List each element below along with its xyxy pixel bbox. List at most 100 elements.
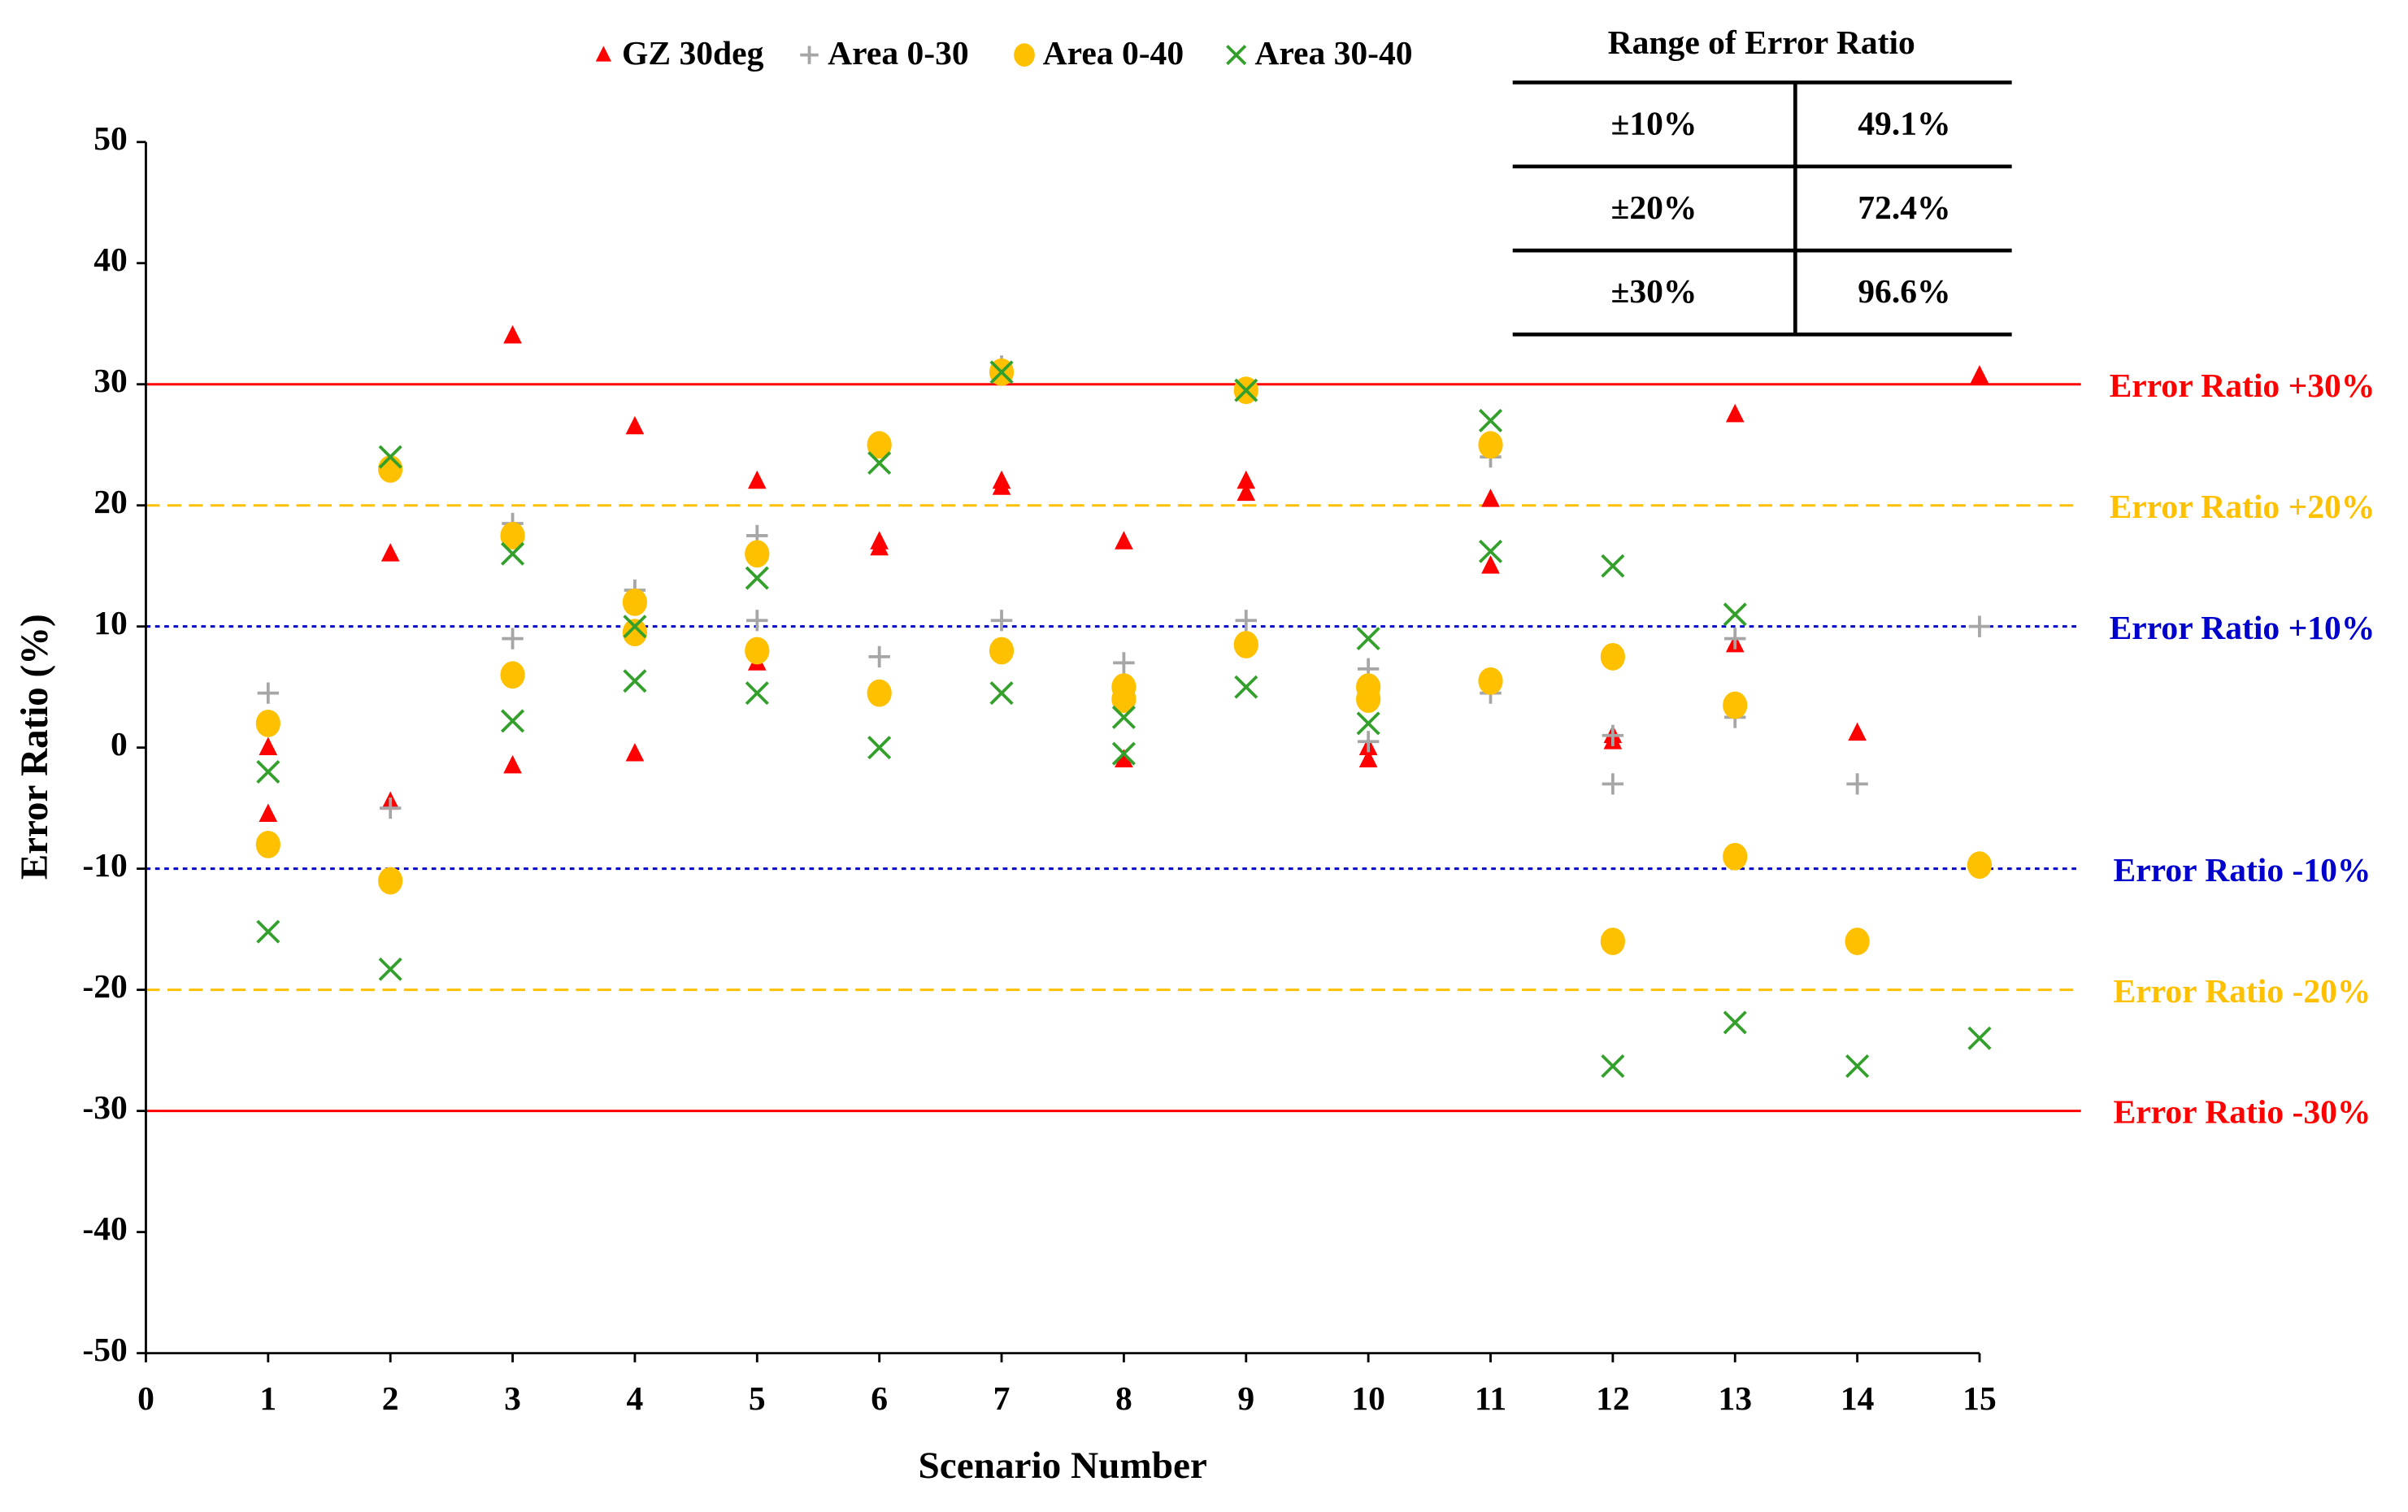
data-point <box>1967 1026 1992 1050</box>
data-point <box>867 431 892 459</box>
data-point <box>1111 741 1136 766</box>
data-point <box>1846 773 1868 795</box>
reference-label: Error Ratio +30% <box>2110 367 2375 404</box>
data-point <box>1481 555 1500 574</box>
data-point <box>1481 489 1500 507</box>
data-point <box>1237 470 1256 489</box>
data-point <box>1111 685 1137 713</box>
data-point <box>380 543 400 562</box>
data-point <box>256 919 280 944</box>
data-point <box>1723 1010 1747 1035</box>
table-cell: 96.6% <box>1858 272 1950 310</box>
data-point <box>625 742 645 762</box>
data-point <box>1848 722 1867 741</box>
data-point <box>746 610 768 632</box>
data-point <box>1967 851 1993 880</box>
x-tick-label: 15 <box>1962 1379 1997 1417</box>
legend-marker <box>1014 43 1035 67</box>
data-point <box>1478 408 1503 432</box>
y-tick-label: 30 <box>93 362 128 399</box>
y-tick-label: 20 <box>93 483 128 520</box>
data-point <box>625 415 645 435</box>
data-point <box>1237 482 1256 502</box>
legend-label: Area 30-40 <box>1254 34 1412 72</box>
data-point <box>745 681 769 706</box>
data-point <box>1234 378 1258 402</box>
y-tick-label: -10 <box>82 846 127 884</box>
y-axis-title: Error Ratio (%) <box>14 614 56 880</box>
x-tick-label: 4 <box>627 1379 644 1417</box>
y-tick-label: 0 <box>111 725 128 763</box>
data-point <box>255 709 280 737</box>
data-point <box>378 867 403 895</box>
y-tick-label: 50 <box>93 119 128 157</box>
data-point <box>500 541 525 566</box>
x-tick-label: 7 <box>993 1379 1011 1417</box>
data-point <box>257 682 280 704</box>
data-point <box>1970 365 1989 384</box>
x-tick-label: 10 <box>1351 1379 1385 1417</box>
data-point <box>503 754 522 774</box>
data-point <box>379 797 402 819</box>
data-point <box>1478 431 1503 459</box>
data-point <box>378 455 403 483</box>
x-tick-label: 14 <box>1841 1379 1875 1417</box>
data-point <box>1356 627 1380 651</box>
data-point <box>1600 928 1625 955</box>
data-point <box>867 451 892 476</box>
data-point <box>1723 691 1748 719</box>
data-point <box>1845 928 1870 955</box>
data-point <box>992 476 1011 495</box>
data-point <box>1602 724 1624 746</box>
legend-marker <box>800 46 819 64</box>
data-point <box>747 470 767 489</box>
reference-label: Error Ratio +10% <box>2110 609 2375 646</box>
table-cell: ±30% <box>1611 272 1697 310</box>
data-point <box>1113 652 1135 674</box>
data-point <box>745 637 770 665</box>
x-tick-label: 13 <box>1718 1379 1752 1417</box>
y-tick-label: -30 <box>82 1088 127 1126</box>
data-point <box>378 957 402 981</box>
reference-label: Error Ratio -10% <box>2114 851 2371 889</box>
data-point <box>256 759 280 784</box>
x-tick-label: 1 <box>259 1379 276 1417</box>
legend-marker <box>595 46 612 62</box>
data-point <box>1356 711 1380 736</box>
table-cell: 72.4% <box>1858 189 1950 226</box>
x-tick-label: 0 <box>137 1379 154 1417</box>
data-point <box>1358 749 1378 767</box>
data-point <box>503 324 522 344</box>
data-point <box>867 736 892 760</box>
data-point <box>1845 1054 1870 1078</box>
data-point <box>1725 403 1745 423</box>
data-point <box>745 566 769 590</box>
data-point <box>1968 615 1991 637</box>
data-point <box>1601 554 1625 578</box>
legend-label: GZ 30deg <box>622 34 764 72</box>
data-point <box>255 830 280 858</box>
x-tick-label: 2 <box>382 1379 399 1417</box>
data-point <box>1723 842 1748 871</box>
x-tick-label: 8 <box>1115 1379 1132 1417</box>
data-point <box>990 610 1013 632</box>
reference-label: Error Ratio -30% <box>2114 1093 2371 1131</box>
table-cell: ±20% <box>1611 189 1697 226</box>
data-point <box>1478 667 1503 695</box>
data-point <box>867 679 892 707</box>
data-point <box>1357 731 1380 753</box>
data-point <box>378 445 402 469</box>
data-point <box>1115 749 1133 767</box>
data-point <box>1601 1054 1625 1078</box>
data-point <box>1235 610 1257 632</box>
data-point <box>259 736 278 756</box>
table-cell: ±10% <box>1611 105 1697 142</box>
data-point <box>989 681 1014 706</box>
data-point <box>500 661 525 689</box>
x-axis-title: Scenario Number <box>919 1445 1207 1487</box>
x-tick-label: 12 <box>1596 1379 1630 1417</box>
data-point <box>622 588 648 616</box>
data-point <box>1356 685 1381 713</box>
reference-label: Error Ratio -20% <box>2114 972 2371 1010</box>
